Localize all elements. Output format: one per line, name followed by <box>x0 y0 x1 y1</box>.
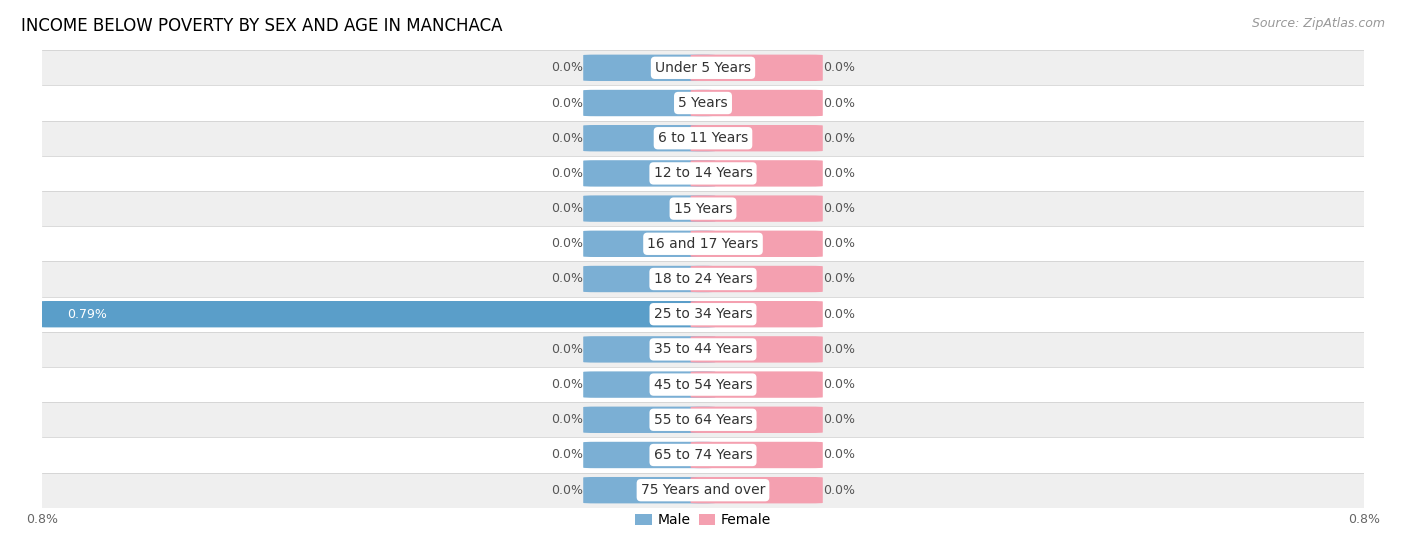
Text: 55 to 64 Years: 55 to 64 Years <box>654 413 752 427</box>
Text: 18 to 24 Years: 18 to 24 Years <box>654 272 752 286</box>
Text: 0.0%: 0.0% <box>551 484 583 497</box>
Text: 16 and 17 Years: 16 and 17 Years <box>647 237 759 251</box>
Text: 0.0%: 0.0% <box>823 378 855 391</box>
FancyBboxPatch shape <box>690 336 823 363</box>
Text: 0.0%: 0.0% <box>551 97 583 109</box>
Text: 75 Years and over: 75 Years and over <box>641 483 765 497</box>
Text: 5 Years: 5 Years <box>678 96 728 110</box>
Bar <box>42 473 1364 508</box>
Text: 0.0%: 0.0% <box>823 343 855 356</box>
Text: 0.0%: 0.0% <box>823 484 855 497</box>
FancyBboxPatch shape <box>690 477 823 503</box>
FancyBboxPatch shape <box>690 90 823 116</box>
FancyBboxPatch shape <box>583 372 716 398</box>
FancyBboxPatch shape <box>690 195 823 222</box>
Text: 0.79%: 0.79% <box>67 307 107 321</box>
FancyBboxPatch shape <box>583 230 716 257</box>
Text: 0.0%: 0.0% <box>551 378 583 391</box>
Text: 45 to 54 Years: 45 to 54 Years <box>654 378 752 392</box>
Text: 65 to 74 Years: 65 to 74 Years <box>654 448 752 462</box>
Text: 0.0%: 0.0% <box>551 343 583 356</box>
FancyBboxPatch shape <box>583 90 716 116</box>
Text: Source: ZipAtlas.com: Source: ZipAtlas.com <box>1251 17 1385 30</box>
FancyBboxPatch shape <box>690 55 823 81</box>
Text: 25 to 34 Years: 25 to 34 Years <box>654 307 752 321</box>
Text: INCOME BELOW POVERTY BY SEX AND AGE IN MANCHACA: INCOME BELOW POVERTY BY SEX AND AGE IN M… <box>21 17 502 35</box>
FancyBboxPatch shape <box>690 407 823 433</box>
FancyBboxPatch shape <box>583 125 716 151</box>
Bar <box>42 121 1364 156</box>
FancyBboxPatch shape <box>583 266 716 292</box>
FancyBboxPatch shape <box>690 230 823 257</box>
FancyBboxPatch shape <box>690 372 823 398</box>
FancyBboxPatch shape <box>690 442 823 468</box>
FancyBboxPatch shape <box>38 301 716 328</box>
Text: 0.0%: 0.0% <box>823 237 855 251</box>
FancyBboxPatch shape <box>583 407 716 433</box>
Text: 12 to 14 Years: 12 to 14 Years <box>654 166 752 180</box>
Bar <box>42 85 1364 121</box>
Legend: Male, Female: Male, Female <box>630 508 776 533</box>
FancyBboxPatch shape <box>583 442 716 468</box>
Text: 0.0%: 0.0% <box>551 449 583 461</box>
FancyBboxPatch shape <box>690 125 823 151</box>
Text: 0.0%: 0.0% <box>551 272 583 286</box>
Bar <box>42 367 1364 402</box>
Text: 0.0%: 0.0% <box>551 237 583 251</box>
Bar <box>42 226 1364 261</box>
Text: 0.0%: 0.0% <box>823 413 855 426</box>
FancyBboxPatch shape <box>690 266 823 292</box>
Bar <box>42 191 1364 226</box>
Text: 0.0%: 0.0% <box>823 449 855 461</box>
Bar <box>42 156 1364 191</box>
Bar <box>42 332 1364 367</box>
Text: 6 to 11 Years: 6 to 11 Years <box>658 131 748 145</box>
Bar <box>42 297 1364 332</box>
FancyBboxPatch shape <box>583 336 716 363</box>
FancyBboxPatch shape <box>583 477 716 503</box>
Text: 0.0%: 0.0% <box>823 97 855 109</box>
Text: 0.0%: 0.0% <box>823 61 855 74</box>
Text: 0.0%: 0.0% <box>551 202 583 215</box>
Text: 0.0%: 0.0% <box>551 413 583 426</box>
Text: Under 5 Years: Under 5 Years <box>655 61 751 75</box>
FancyBboxPatch shape <box>690 160 823 186</box>
FancyBboxPatch shape <box>690 301 823 328</box>
Text: 0.0%: 0.0% <box>823 272 855 286</box>
Text: 0.0%: 0.0% <box>823 307 855 321</box>
FancyBboxPatch shape <box>583 160 716 186</box>
Bar <box>42 261 1364 297</box>
FancyBboxPatch shape <box>583 55 716 81</box>
Text: 35 to 44 Years: 35 to 44 Years <box>654 343 752 357</box>
Text: 0.0%: 0.0% <box>551 132 583 145</box>
Text: 0.0%: 0.0% <box>823 132 855 145</box>
FancyBboxPatch shape <box>583 195 716 222</box>
Bar <box>42 402 1364 437</box>
Text: 0.0%: 0.0% <box>823 202 855 215</box>
Text: 0.0%: 0.0% <box>823 167 855 180</box>
Text: 15 Years: 15 Years <box>673 201 733 215</box>
Bar <box>42 50 1364 85</box>
Text: 0.0%: 0.0% <box>551 167 583 180</box>
Bar <box>42 437 1364 473</box>
Text: 0.0%: 0.0% <box>551 61 583 74</box>
